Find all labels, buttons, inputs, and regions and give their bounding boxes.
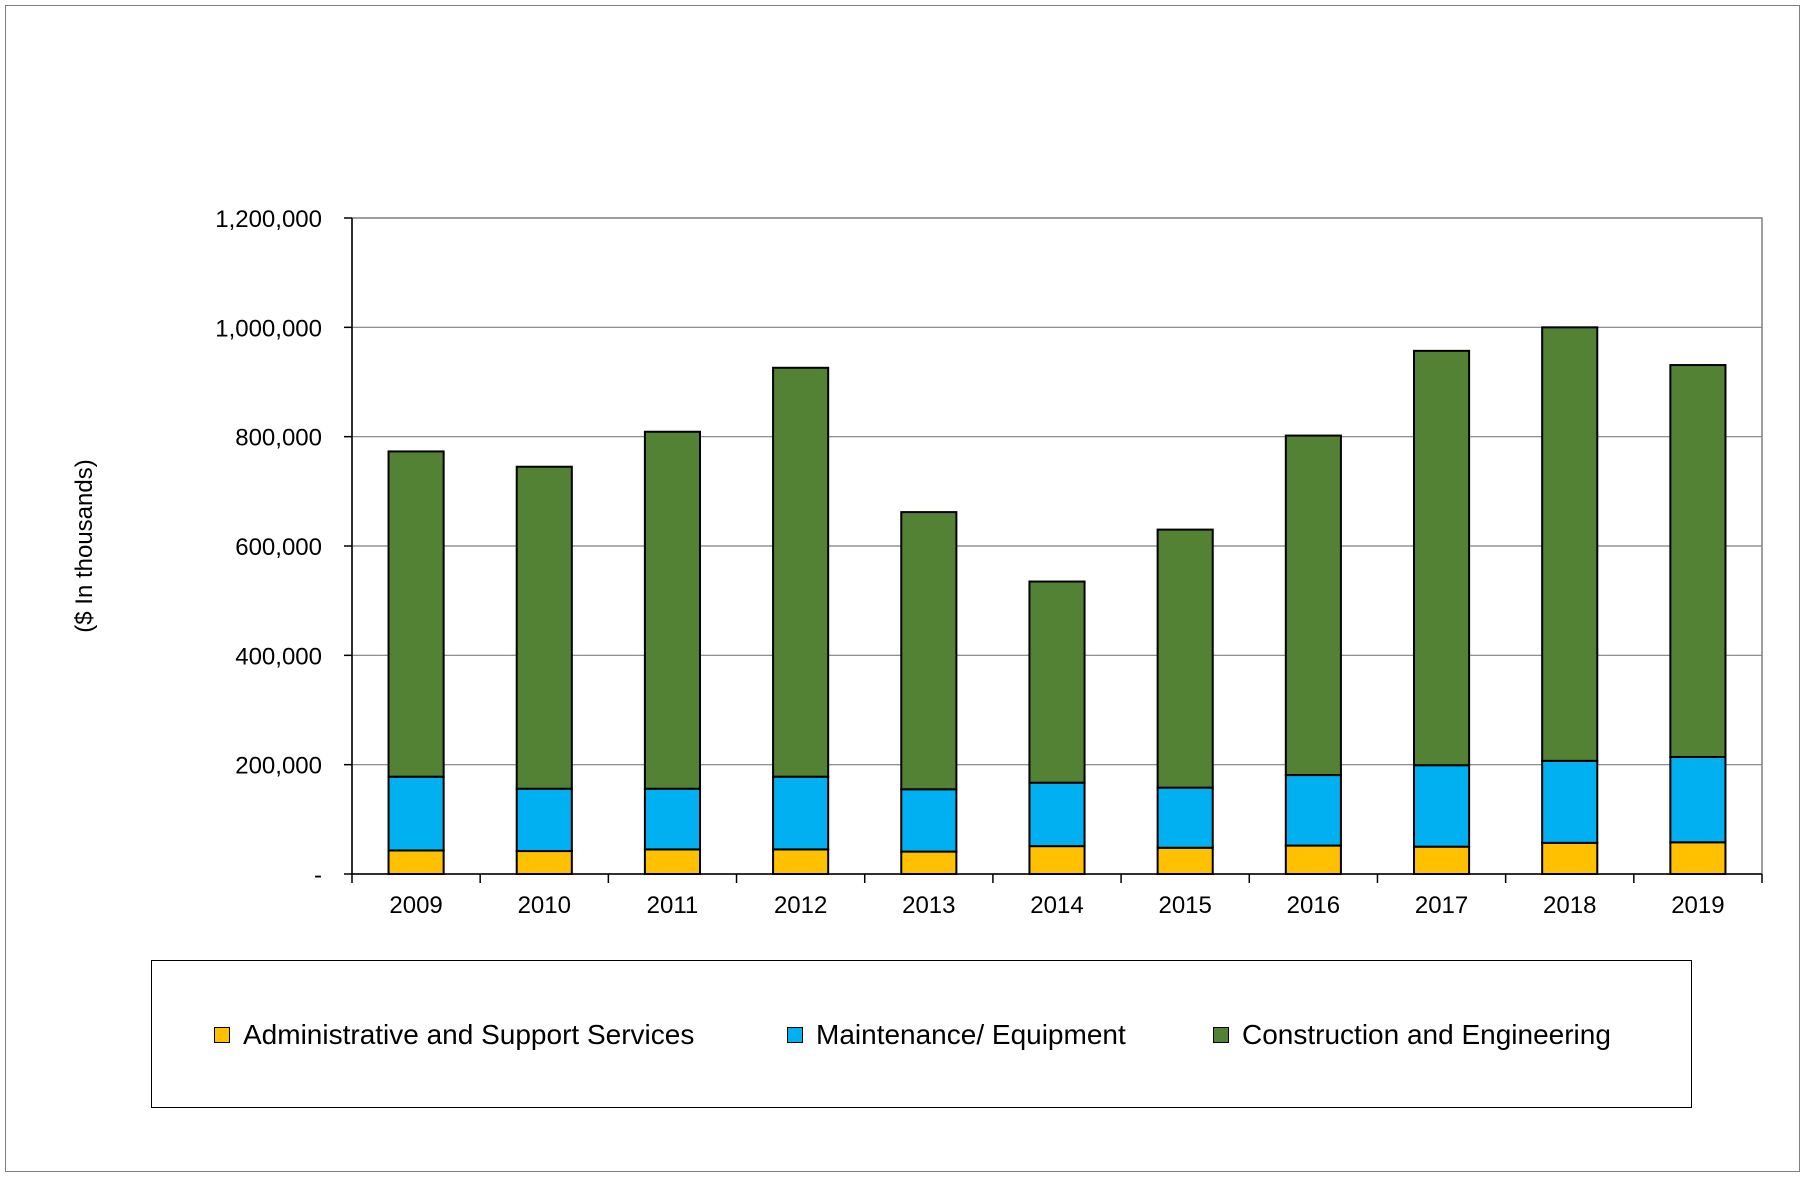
bar-segment-administrative-and-support-services-2017 [1412, 845, 1471, 876]
bar-segment-maintenance-equipment-2011 [643, 787, 702, 851]
bar-segment-maintenance-equipment-2018 [1541, 759, 1599, 844]
legend-item-construction-and-engineering: Construction and Engineering [1213, 1017, 1611, 1053]
bar-segment-maintenance-equipment-2017 [1412, 764, 1471, 848]
bar-segment-administrative-and-support-services-2013 [900, 850, 958, 876]
bar-segment-administrative-and-support-services-2015 [1156, 846, 1214, 876]
bar-segment-maintenance-equipment-2015 [1156, 786, 1214, 849]
y-tick-label: 1,200,000 [215, 206, 322, 233]
legend-item-maintenance-equipment: Maintenance/ Equipment [787, 1017, 1126, 1053]
x-tick-label: 2016 [1287, 892, 1340, 919]
x-tick-label: 2019 [1671, 892, 1724, 919]
legend: Administrative and Support Services Maint… [151, 960, 1692, 1108]
legend-label: Maintenance/ Equipment [816, 1019, 1126, 1050]
axes [344, 217, 1763, 883]
bar-segment-administrative-and-support-services-2012 [772, 848, 830, 876]
bar-segment-maintenance-equipment-2014 [1028, 781, 1086, 848]
bar-segment-construction-and-engineering-2015 [1156, 528, 1214, 789]
x-tick-label: 2014 [1030, 892, 1083, 919]
bar-segment-administrative-and-support-services-2009 [387, 849, 445, 876]
y-tick-label: 400,000 [235, 643, 322, 670]
bar-segment-administrative-and-support-services-2010 [515, 850, 573, 875]
y-tick-labels: - 200,000 400,000 600,000 800,000 1,000,000 1,… [215, 206, 322, 889]
bar-segment-maintenance-equipment-2016 [1284, 774, 1342, 847]
bar-segment-construction-and-engineering-2010 [515, 465, 573, 790]
legend-swatch [1213, 1027, 1229, 1043]
bar-segment-administrative-and-support-services-2011 [643, 848, 702, 876]
bars [387, 326, 1727, 876]
x-tick-labels: 2009 2010 2011 2012 2013 2014 2015 2016 2017 2018… [389, 892, 1724, 919]
legend-label: Construction and Engineering [1242, 1019, 1611, 1050]
y-tick-label: 1,000,000 [215, 315, 322, 342]
x-tick-label: 2018 [1543, 892, 1596, 919]
bar-segment-maintenance-equipment-2013 [900, 788, 958, 853]
y-tick-label: - [314, 862, 322, 889]
bar-segment-maintenance-equipment-2019 [1669, 756, 1727, 844]
bar-segment-administrative-and-support-services-2016 [1284, 844, 1342, 875]
chart-frame [5, 5, 1800, 1172]
x-tick-label: 2010 [518, 892, 571, 919]
bar-segment-construction-and-engineering-2017 [1412, 349, 1471, 767]
bar-segment-construction-and-engineering-2012 [772, 366, 830, 778]
bar-segment-administrative-and-support-services-2018 [1541, 841, 1599, 876]
legend-label: Administrative and Support Services [243, 1019, 695, 1050]
x-tick-label: 2013 [902, 892, 955, 919]
bar-segment-maintenance-equipment-2010 [515, 787, 573, 853]
x-tick-label: 2012 [774, 892, 827, 919]
bar-segment-construction-and-engineering-2016 [1284, 434, 1342, 777]
bar-segment-construction-and-engineering-2013 [900, 511, 958, 791]
gridlines [352, 326, 1762, 766]
legend-swatch [787, 1027, 803, 1043]
bar-segment-administrative-and-support-services-2014 [1028, 845, 1086, 875]
bar-segment-maintenance-equipment-2012 [772, 775, 830, 851]
bar-segment-construction-and-engineering-2014 [1028, 580, 1086, 784]
legend-item-administrative-and-support-services: Administrative and Support Services [214, 1017, 694, 1053]
bar-segment-construction-and-engineering-2019 [1669, 364, 1727, 759]
x-tick-label: 2017 [1415, 892, 1468, 919]
y-tick-label: 600,000 [235, 534, 322, 561]
bar-segment-construction-and-engineering-2018 [1541, 326, 1599, 762]
y-axis-title: ($ In thousands) [71, 459, 98, 632]
x-tick-label: 2009 [389, 892, 442, 919]
bar-segment-administrative-and-support-services-2019 [1669, 841, 1727, 876]
legend-swatch [214, 1027, 230, 1043]
bar-segment-construction-and-engineering-2009 [387, 450, 445, 778]
y-tick-label: 800,000 [235, 425, 322, 452]
bar-segment-maintenance-equipment-2009 [387, 775, 445, 852]
y-tick-label: 200,000 [235, 753, 322, 780]
x-tick-label: 2015 [1158, 892, 1211, 919]
x-tick-label: 2011 [647, 892, 699, 919]
bar-segment-construction-and-engineering-2011 [643, 430, 702, 790]
